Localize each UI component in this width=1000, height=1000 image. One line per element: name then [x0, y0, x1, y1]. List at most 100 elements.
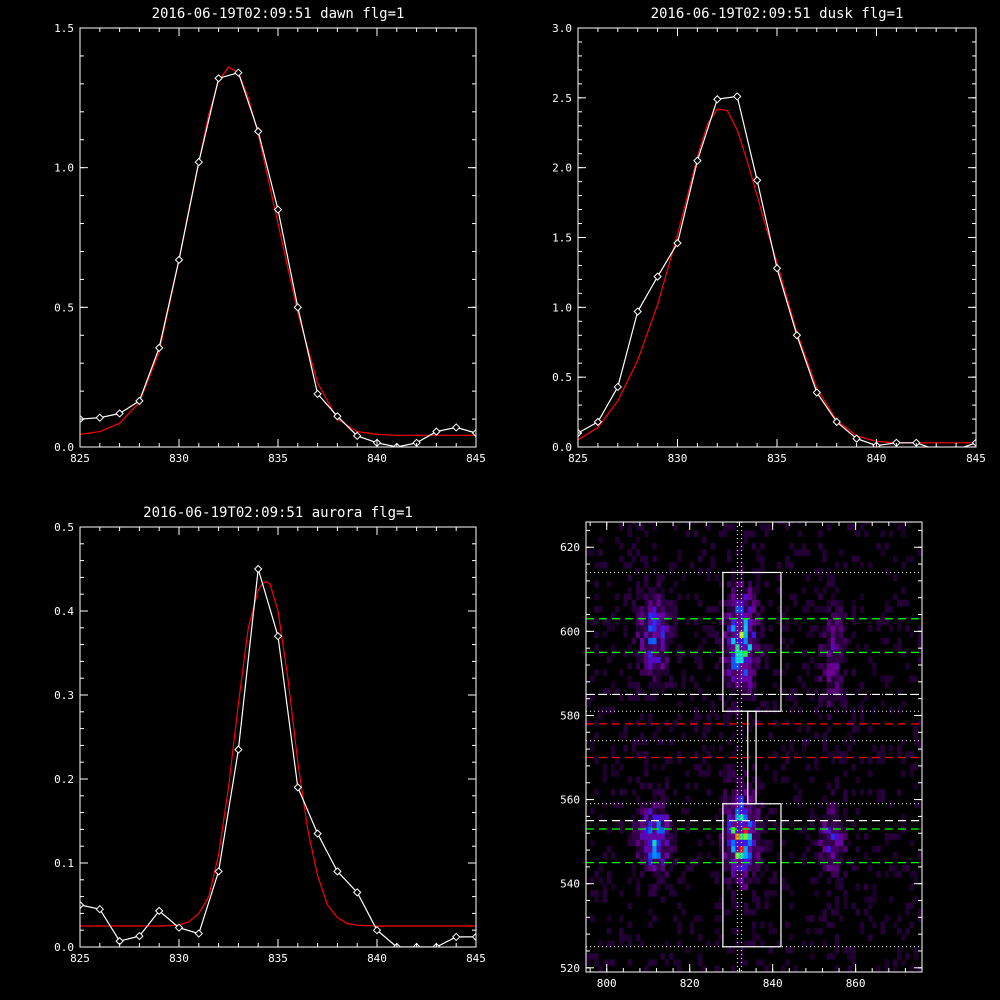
heatmap-cell [590, 915, 595, 922]
heatmap-cell [747, 612, 753, 620]
heatmap-cell [834, 908, 840, 916]
heatmap-cell [743, 883, 749, 891]
heatmap-cell [685, 522, 691, 525]
heatmap-cell [897, 625, 902, 632]
heatmap-cell [855, 776, 861, 784]
heatmap-cell [747, 681, 753, 689]
heatmap-cell [673, 959, 678, 966]
heatmap-cell [644, 561, 649, 569]
heatmap-cell [731, 770, 736, 777]
x-tick-label: 830 [169, 452, 189, 465]
heatmap-cell [822, 694, 827, 702]
heatmap-cell [884, 965, 890, 972]
heatmap-cell [602, 883, 608, 891]
heatmap-cell [751, 662, 757, 670]
heatmap-cell [706, 625, 711, 632]
heatmap-cell [884, 637, 890, 645]
heatmap-cell [639, 814, 645, 821]
heatmap-cell [909, 751, 915, 758]
heatmap-cell [743, 650, 749, 657]
heatmap-cell [635, 852, 641, 859]
heatmap-cell [727, 908, 732, 916]
heatmap-cell [727, 877, 732, 884]
x-tick-label: 830 [169, 952, 189, 965]
heatmap-cell [822, 744, 827, 752]
heatmap-cell [756, 864, 761, 872]
heatmap-cell [722, 631, 728, 638]
heatmap-cell [826, 669, 832, 676]
heatmap-cell [785, 883, 790, 891]
heatmap-cell [843, 738, 848, 746]
heatmap-cell [859, 789, 865, 796]
heatmap-cell [780, 522, 786, 525]
heatmap-cell [631, 871, 637, 878]
heatmap-cell [594, 580, 599, 588]
heatmap-cell [648, 864, 653, 872]
heatmap-cell [590, 738, 595, 746]
heatmap-cell [735, 940, 740, 948]
heatmap-cell [743, 606, 749, 613]
heatmap-cell [677, 593, 682, 601]
heatmap-cell [627, 675, 632, 683]
heatmap-cell [644, 814, 649, 821]
heatmap-cell [830, 681, 836, 689]
heatmap-cell [772, 889, 778, 897]
heatmap-cell [851, 524, 856, 531]
heatmap-cell [693, 719, 699, 727]
heatmap-cell [619, 694, 624, 702]
heatmap-cell [756, 776, 761, 784]
heatmap-cell [743, 662, 749, 670]
heatmap-cell [826, 839, 832, 847]
heatmap-cell [590, 744, 595, 752]
heatmap-cell [826, 643, 832, 651]
heatmap-cell [747, 858, 753, 866]
heatmap-cell [594, 757, 599, 765]
data-point [253, 564, 263, 574]
heatmap-cell [751, 820, 757, 828]
heatmap-cell [897, 688, 902, 695]
heatmap-cell [768, 845, 773, 853]
heatmap-cell [677, 751, 682, 758]
heatmap-cell [685, 820, 691, 828]
heatmap-cell [826, 700, 832, 708]
heatmap-cell [739, 637, 744, 645]
heatmap-cell [739, 561, 744, 569]
heatmap-cell [660, 631, 666, 638]
heatmap-cell [797, 522, 803, 525]
heatmap-cell [789, 637, 794, 645]
heatmap-cell [652, 833, 657, 840]
heatmap-cell [735, 852, 740, 859]
heatmap-cell [834, 871, 840, 878]
heatmap-cell [718, 694, 724, 702]
heatmap-cell [652, 845, 657, 853]
heatmap-cell [901, 561, 906, 569]
heatmap-cell [706, 725, 711, 733]
heatmap-cell [909, 921, 915, 929]
heatmap-cell [635, 877, 641, 884]
heatmap-cell [826, 751, 832, 758]
heatmap-cell [677, 902, 682, 910]
heatmap-cell [764, 826, 769, 834]
heatmap-cell [635, 833, 641, 840]
heatmap-cell [789, 694, 794, 702]
heatmap-cell [743, 959, 749, 966]
heatmap-cell [751, 789, 757, 796]
y-tick-label: 1.5 [552, 232, 572, 245]
heatmap-cell [735, 845, 740, 853]
heatmap-cell [772, 751, 778, 758]
heatmap-cell [851, 725, 856, 733]
heatmap-cell [731, 826, 736, 834]
heatmap-cell [731, 845, 736, 853]
heatmap-cell [743, 631, 749, 638]
heatmap-cell [644, 738, 649, 746]
heatmap-cell [917, 637, 922, 645]
y-tick-label: 0.3 [54, 689, 74, 702]
heatmap-cell [830, 814, 836, 821]
heatmap-cell [826, 618, 832, 626]
heatmap-cell [594, 959, 599, 966]
heatmap-cell [602, 801, 608, 809]
heatmap-cell [818, 700, 823, 708]
heatmap-cell [751, 864, 757, 872]
heatmap-cell [897, 915, 902, 922]
heatmap-cell [826, 826, 832, 834]
